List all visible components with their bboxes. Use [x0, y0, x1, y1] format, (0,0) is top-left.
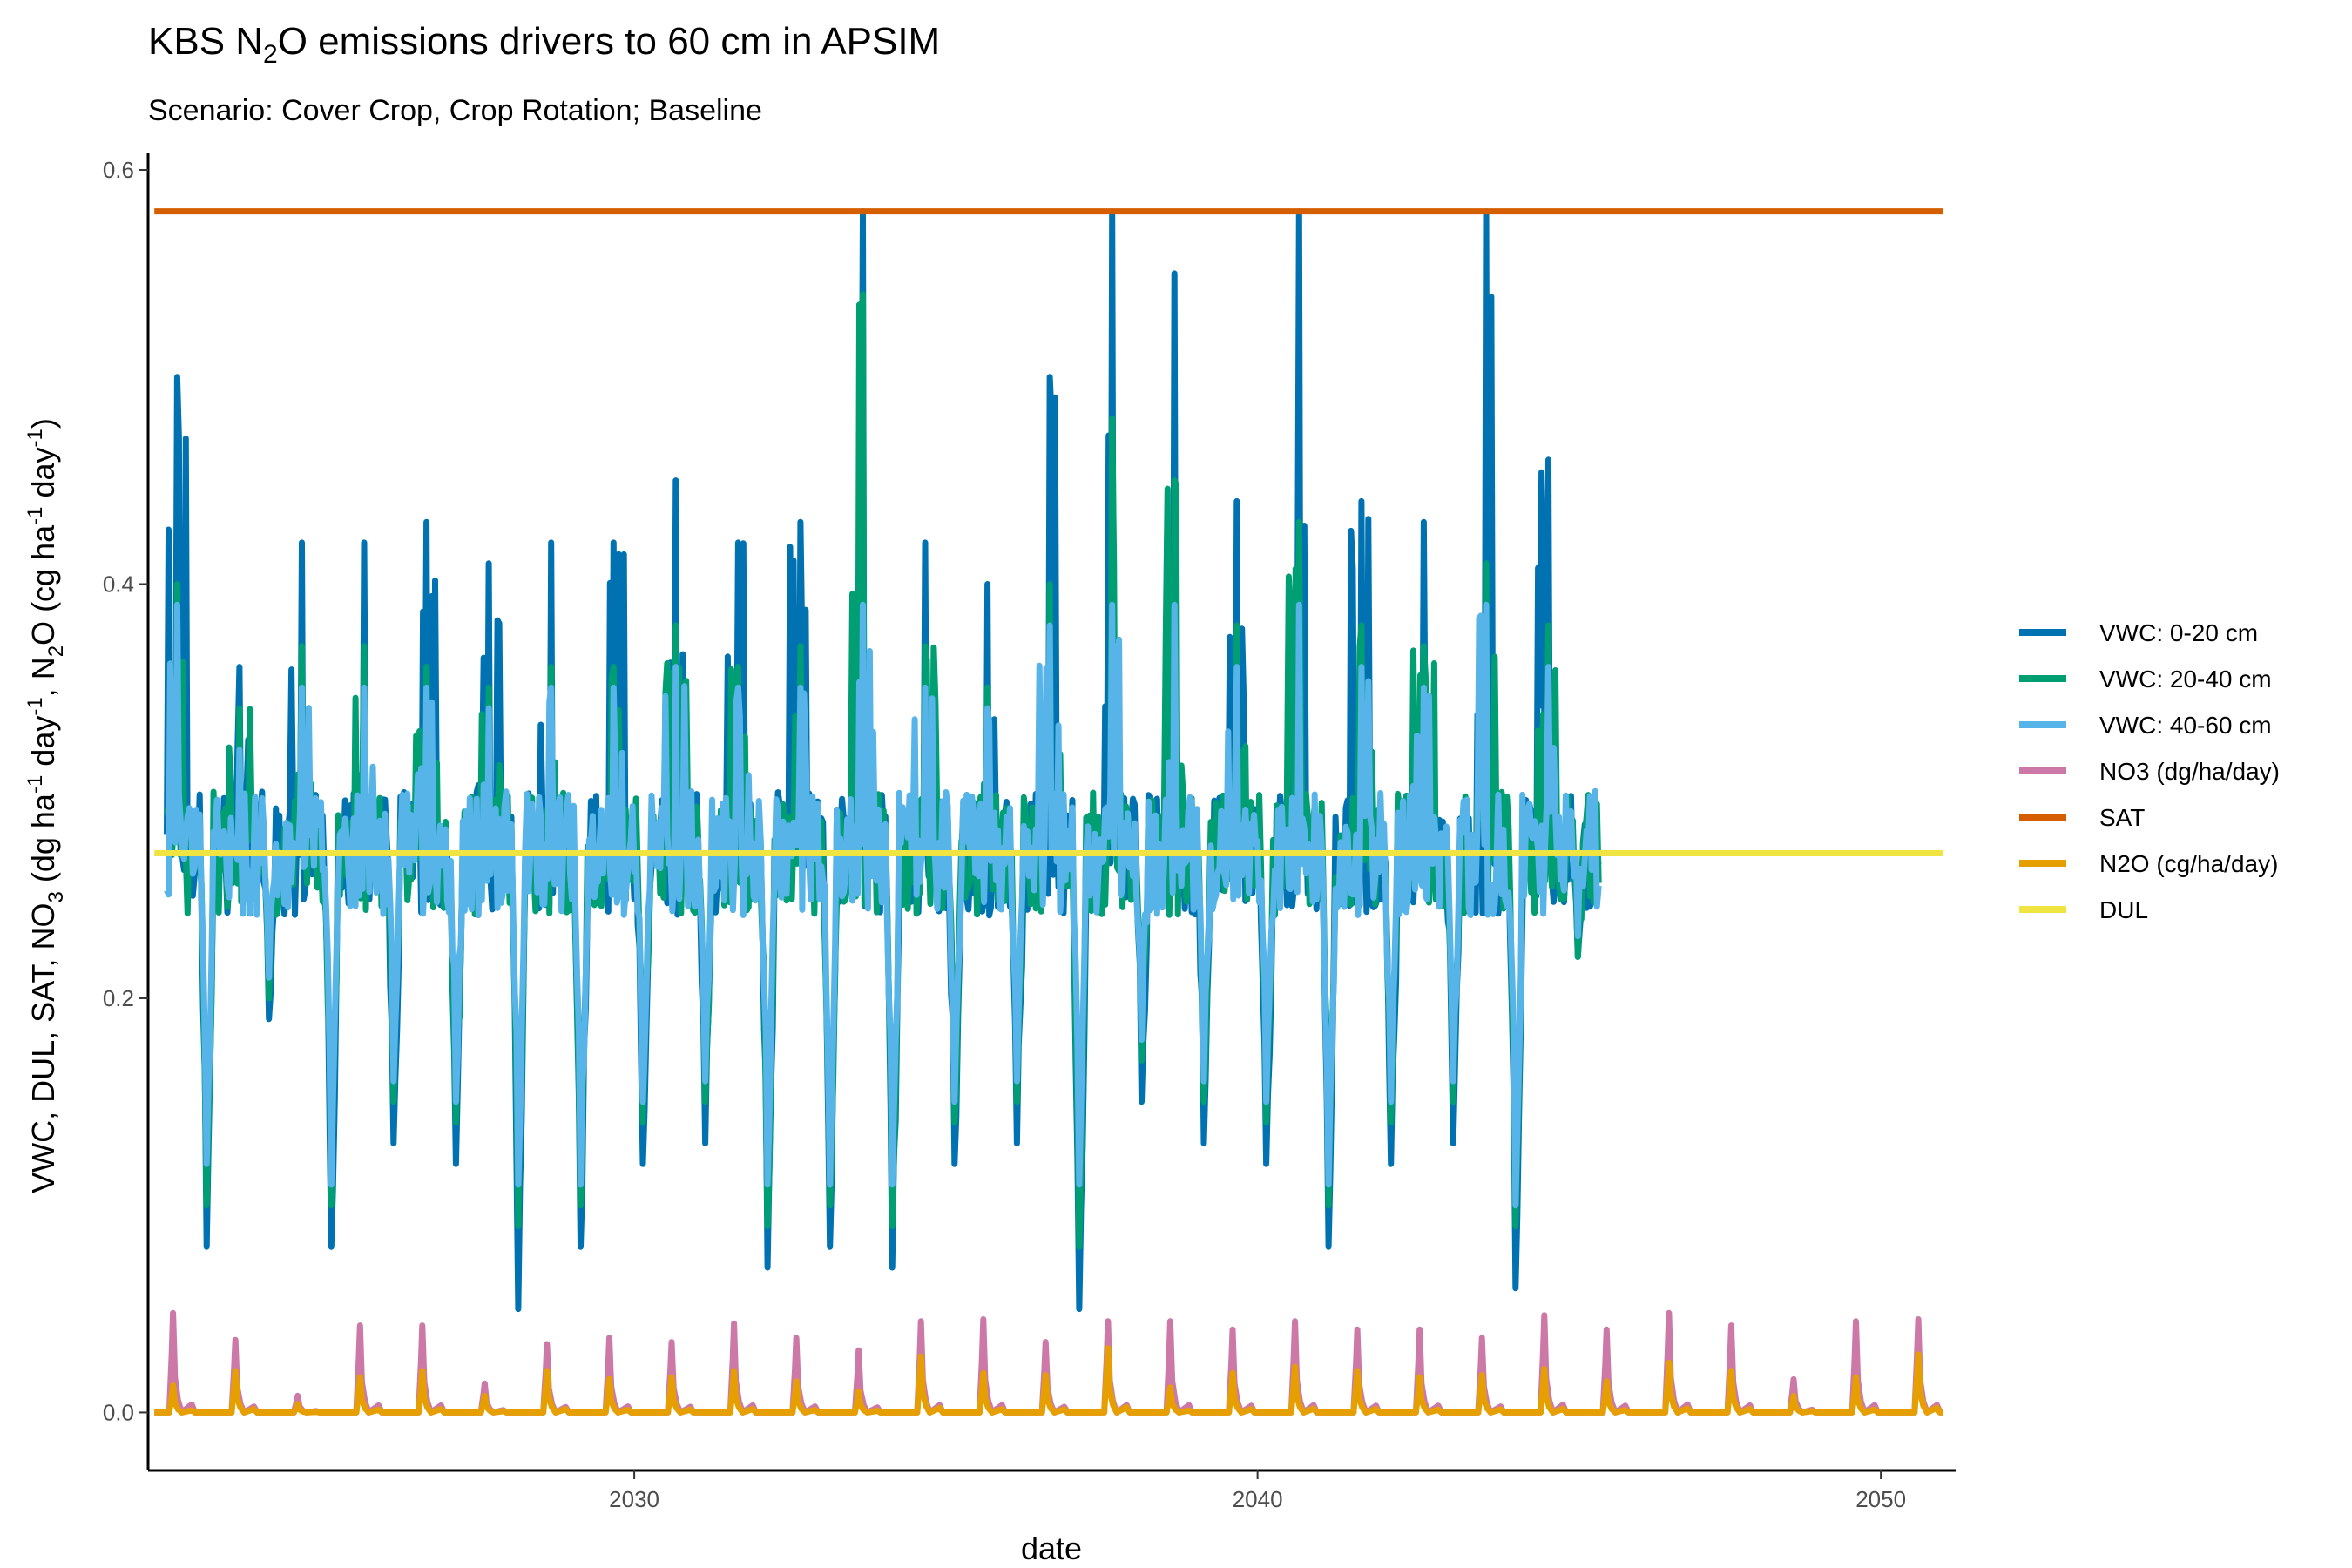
series-line-vwc-0-20-cm — [164, 208, 1602, 1313]
plot-area — [154, 208, 1943, 1416]
legend: VWC: 0-20 cm VWC: 20-40 cm VWC: 40-60 cm NO… — [2019, 619, 2280, 923]
y-axis-ticks: 0.0 0.2 0.4 0.6 — [103, 157, 148, 1425]
x-tick-label: 2040 — [1233, 1486, 1283, 1512]
chart-title: KBS N2O emissions drivers to 60 cm in AP… — [148, 20, 940, 69]
y-tick-label: 0.4 — [103, 571, 134, 597]
legend-label-vwc-40-60-cm: VWC: 40-60 cm — [2099, 712, 2272, 739]
x-tick-label: 2030 — [609, 1486, 659, 1512]
series-line-vwc-40-60-cm — [164, 601, 1602, 1209]
y-tick-label: 0.2 — [103, 985, 134, 1011]
legend-label-dul: DUL — [2099, 896, 2148, 923]
y-axis-title: VWC, DUL, SAT, NO3 (dg ha-1 day-1, N2O (… — [24, 418, 68, 1193]
legend-label-vwc-20-40-cm: VWC: 20-40 cm — [2099, 666, 2272, 693]
y-tick-label: 0.6 — [103, 157, 134, 183]
legend-label-vwc-0-20-cm: VWC: 0-20 cm — [2099, 619, 2258, 646]
series-line-vwc-20-40-cm — [164, 291, 1602, 1250]
x-axis-title: date — [1021, 1531, 1082, 1566]
legend-label-n2o-cg-ha-day: N2O (cg/ha/day) — [2099, 850, 2278, 877]
x-axis-ticks: 2030 2040 2050 — [609, 1470, 1906, 1512]
y-tick-label: 0.0 — [103, 1399, 134, 1425]
chart-subtitle: Scenario: Cover Crop, Crop Rotation; Bas… — [148, 94, 762, 127]
series-line-n2o-cg-ha-day — [154, 1345, 1943, 1416]
legend-label-sat: SAT — [2099, 804, 2145, 831]
legend-label-no3-dg-ha-day: NO3 (dg/ha/day) — [2099, 758, 2280, 785]
svg-text:VWC, DUL, SAT, NO3 (dg ha-1 da: VWC, DUL, SAT, NO3 (dg ha-1 day-1, N2O (… — [24, 418, 68, 1193]
x-tick-label: 2050 — [1855, 1486, 1906, 1512]
